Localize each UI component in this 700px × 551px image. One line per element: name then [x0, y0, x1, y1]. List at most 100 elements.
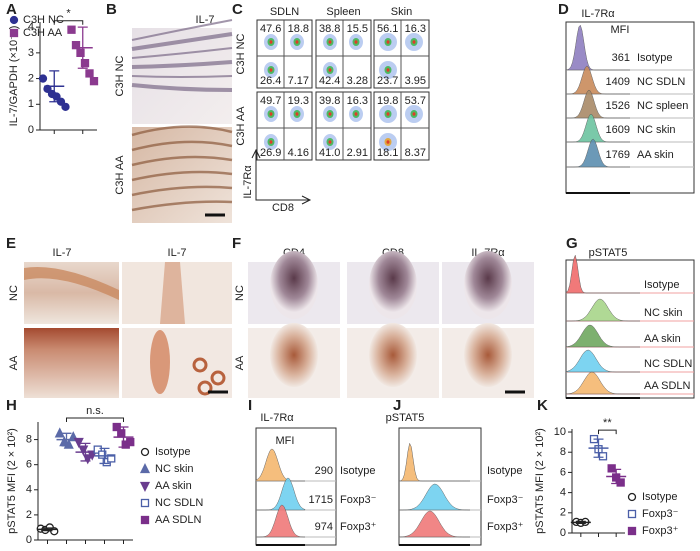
mfi-value: 1526	[606, 100, 630, 112]
legend-label: AA skin	[155, 480, 192, 492]
y-tick-label: 0	[26, 534, 32, 546]
tissue-fiber	[131, 32, 233, 51]
hair-bulb	[270, 251, 318, 319]
mfi-value: 1715	[309, 494, 333, 506]
sample-label: NC SDLN	[644, 358, 692, 370]
cell-population-peak	[386, 40, 390, 44]
histogram	[566, 113, 630, 143]
tissue-fiber	[131, 83, 233, 92]
legend-label: NC skin	[155, 463, 194, 475]
hair-bulb	[369, 323, 417, 387]
histogram	[565, 254, 640, 294]
data-point	[38, 74, 48, 83]
cell-population-peak	[354, 40, 358, 44]
quadrant-value: 7.17	[288, 75, 309, 87]
legend-marker	[140, 447, 150, 457]
quadrant-value: 41.0	[319, 147, 340, 159]
column-label: Skin	[391, 6, 412, 18]
error-bar	[42, 527, 53, 532]
hair-bulb	[464, 323, 512, 387]
y-tick-label: 2	[560, 507, 566, 519]
tissue-fiber	[131, 200, 233, 212]
sample-label: AA skin	[644, 333, 681, 345]
mfi-value: 1409	[606, 76, 630, 88]
panel-title: IL-7Rα	[260, 412, 294, 424]
epidermis	[24, 266, 119, 300]
sample-label: Foxp3⁻	[340, 494, 377, 506]
error-bar	[575, 520, 586, 525]
significance-label: n.s.	[86, 405, 104, 417]
data-point	[616, 478, 625, 487]
legend-label: Isotype	[642, 491, 677, 503]
column-header: MFI	[611, 24, 630, 36]
error-bar	[611, 468, 622, 485]
y-tick-label: 3	[28, 47, 34, 59]
quadrant-value: 18.1	[377, 147, 398, 159]
y-axis-label: pSTAT5 MFI (2 × 10²)	[6, 428, 18, 534]
mfi-value: 361	[612, 52, 630, 64]
cell-population-peak	[328, 40, 332, 44]
error-bar	[80, 442, 91, 462]
data-point	[71, 40, 81, 50]
panel-letter: F	[232, 235, 241, 252]
legend-label: Foxp3⁺	[642, 525, 679, 537]
legend-label: C3H NC	[23, 14, 64, 26]
quadrant-value: 49.7	[260, 95, 281, 107]
tissue-fiber	[131, 75, 233, 78]
column-label: IL-7	[168, 247, 187, 259]
y-axis-label: pSTAT5 MFI (2 × 10²)	[534, 428, 546, 534]
error-bar	[61, 432, 72, 447]
axis-label: CD8	[272, 202, 294, 214]
panel-title: pSTAT5	[589, 247, 628, 259]
legend-label: Isotype	[155, 446, 190, 458]
panel-letter: D	[558, 1, 569, 18]
sample-label: Foxp3⁻	[487, 494, 524, 506]
sample-label: Foxp3⁺	[487, 521, 524, 533]
quadrant-value: 19.8	[377, 95, 398, 107]
row-label: NC	[8, 285, 20, 301]
y-tick-label: 0	[28, 124, 34, 136]
cell-population-peak	[354, 112, 358, 116]
tissue-fiber	[131, 19, 233, 41]
panel-letter: E	[6, 235, 16, 252]
cell-population-peak	[386, 112, 390, 116]
panel-title: pSTAT5	[386, 412, 425, 424]
y-tick-label: 2	[26, 509, 32, 521]
cell-population-peak	[269, 40, 273, 44]
panel-letter: A	[6, 1, 17, 18]
mfi-value: 290	[315, 465, 333, 477]
hair-follicle	[160, 262, 185, 324]
data-point	[76, 48, 85, 58]
histogram	[256, 504, 305, 538]
quadrant-value: 16.3	[347, 95, 368, 107]
cell-population-peak	[386, 68, 390, 72]
y-tick-label: 0	[560, 527, 566, 539]
mfi-value: 1609	[606, 124, 630, 136]
sample-label: NC skin	[637, 124, 676, 136]
column-label: IL-7	[53, 247, 72, 259]
hair-follicle	[150, 330, 170, 394]
legend-marker	[140, 498, 150, 508]
cell-population-peak	[295, 40, 299, 44]
y-tick-label: 4	[26, 484, 32, 496]
tissue-fiber	[131, 170, 233, 182]
error-bar	[77, 26, 88, 69]
data-point	[80, 58, 90, 68]
significance-bracket	[66, 417, 124, 423]
cell-population-peak	[412, 112, 416, 116]
row-label: C3H NC	[114, 55, 126, 96]
error-bar	[99, 447, 110, 465]
tissue-fiber	[131, 47, 233, 59]
histogram	[566, 138, 630, 168]
sample-label: Isotype	[637, 52, 672, 64]
tissue-fiber	[131, 140, 233, 152]
sample-label: NC skin	[644, 307, 683, 319]
y-axis-label: IL-7/GAPDH (×10⁻⁴)	[8, 26, 20, 127]
cell-population-peak	[412, 40, 416, 44]
legend-marker	[139, 481, 151, 492]
quadrant-value: 56.1	[377, 23, 398, 35]
data-point	[98, 450, 107, 459]
quadrant-value: 3.28	[347, 75, 368, 87]
quadrant-value: 16.3	[405, 23, 426, 35]
follicle-section	[210, 370, 226, 386]
